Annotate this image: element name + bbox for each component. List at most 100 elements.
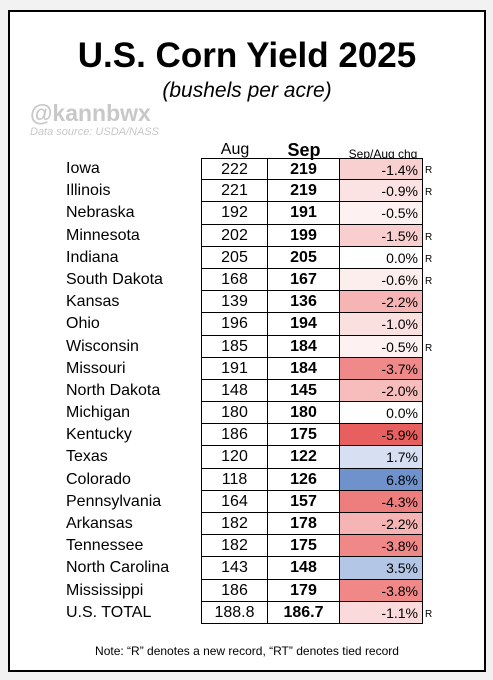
table-row: Indiana 205 205 0.0% R: [66, 246, 466, 269]
table-row: Kentucky 186 175 -5.9%: [66, 424, 466, 447]
sep-yield: 179: [267, 579, 339, 602]
sep-yield: 178: [267, 513, 339, 536]
sep-yield: 157: [267, 490, 339, 513]
sep-yield: 184: [267, 357, 339, 380]
state-name: South Dakota: [66, 270, 163, 288]
table-row: Illinois 221 219 -0.9% R: [66, 180, 466, 203]
state-name: North Dakota: [66, 381, 161, 399]
state-name: North Carolina: [66, 559, 170, 577]
yield-change: 0.0%: [339, 246, 423, 269]
yield-change: -0.6%: [339, 268, 423, 292]
table-row: Mississippi 186 179 -3.8%: [66, 579, 466, 602]
aug-yield: 192: [201, 202, 267, 225]
aug-yield: 202: [201, 224, 267, 247]
state-name: Indiana: [66, 248, 119, 266]
sep-yield: 145: [267, 379, 339, 403]
aug-yield: 118: [201, 468, 267, 491]
aug-yield: 191: [201, 357, 267, 380]
yield-table: Iowa 222 219 -1.4% R Illinois 221 219 -0.9% R Nebr…: [66, 158, 466, 624]
yield-change: -1.1%: [339, 601, 423, 624]
aug-yield: 143: [201, 557, 267, 580]
footnote: Note: “R” denotes a new record, “RT” den…: [95, 644, 399, 658]
aug-yield: 139: [201, 291, 267, 314]
table-row: Colorado 118 126 6.8%: [66, 468, 466, 491]
aug-yield: 168: [201, 268, 267, 292]
yield-change: 1.7%: [339, 446, 423, 469]
state-name: Illinois: [66, 182, 111, 200]
yield-change: -1.0%: [339, 313, 423, 336]
yield-change: -5.9%: [339, 424, 423, 447]
table-row: Iowa 222 219 -1.4% R: [66, 158, 466, 181]
aug-yield: 180: [201, 402, 267, 425]
aug-yield: 221: [201, 180, 267, 203]
aug-yield: 186: [201, 579, 267, 602]
watermark: @kannbwx: [30, 100, 151, 126]
aug-yield: 120: [201, 446, 267, 469]
sep-yield: 199: [267, 224, 339, 247]
yield-change: 3.5%: [339, 557, 423, 580]
yield-change: 0.0%: [339, 402, 423, 425]
table-row: U.S. TOTAL 188.8 186.7 -1.1% R: [66, 601, 466, 624]
sep-yield: 122: [267, 446, 339, 469]
sep-yield: 184: [267, 335, 339, 358]
aug-yield: 205: [201, 246, 267, 269]
state-name: Colorado: [66, 470, 131, 488]
state-name: Kentucky: [66, 426, 132, 444]
state-name: Kansas: [66, 293, 120, 311]
record-flag: R: [425, 165, 433, 176]
sep-yield: 175: [267, 424, 339, 447]
state-name: Missouri: [66, 359, 126, 377]
aug-yield: 182: [201, 513, 267, 536]
table-row: North Carolina 143 148 3.5%: [66, 557, 466, 580]
record-flag: R: [425, 253, 433, 265]
yield-change: -2.2%: [339, 291, 423, 314]
page-title: U.S. Corn Yield 2025: [77, 36, 417, 75]
aug-yield: 196: [201, 313, 267, 336]
sep-yield: 180: [267, 402, 339, 425]
yield-change: -4.3%: [339, 490, 423, 513]
table-row: Wisconsin 185 184 -0.5% R: [66, 335, 466, 358]
data-source: Data source: USDA/NASS: [30, 126, 159, 138]
sep-yield: 219: [267, 180, 339, 203]
yield-change: -2.2%: [339, 513, 423, 536]
state-name: Michigan: [66, 404, 131, 422]
aug-yield: 186: [201, 424, 267, 447]
state-name: U.S. TOTAL: [66, 603, 152, 621]
sep-yield: 167: [267, 268, 339, 292]
table-row: Texas 120 122 1.7%: [66, 446, 466, 469]
table-row: Tennessee 182 175 -3.8%: [66, 535, 466, 558]
state-name: Pennsylvania: [66, 492, 162, 510]
state-name: Nebraska: [66, 204, 135, 222]
sep-yield: 191: [267, 202, 339, 225]
aug-yield: 182: [201, 535, 267, 558]
table-row: Kansas 139 136 -2.2%: [66, 291, 466, 314]
yield-change: -3.7%: [339, 357, 423, 380]
table-row: North Dakota 148 145 -2.0%: [66, 379, 466, 403]
sep-yield: 219: [267, 158, 339, 181]
aug-yield: 185: [201, 335, 267, 358]
state-name: Wisconsin: [66, 337, 139, 355]
yield-change: -2.0%: [339, 379, 423, 403]
sep-yield: 205: [267, 246, 339, 269]
record-flag: R: [425, 231, 433, 243]
state-name: Tennessee: [66, 537, 144, 555]
sep-yield: 194: [267, 313, 339, 336]
aug-yield: 188.8: [201, 601, 267, 624]
yield-change: -1.4%: [339, 158, 423, 181]
column-header-sep: Sep: [287, 140, 321, 160]
table-card: U.S. Corn Yield 2025 (bushels per acre) …: [8, 10, 486, 672]
sep-yield: 175: [267, 535, 339, 558]
state-name: Ohio: [66, 315, 100, 333]
sep-yield: 148: [267, 557, 339, 580]
table-row: Michigan 180 180 0.0%: [66, 402, 466, 425]
record-flag: R: [425, 608, 433, 620]
table-row: Nebraska 192 191 -0.5%: [66, 202, 466, 225]
table-row: Missouri 191 184 -3.7%: [66, 357, 466, 380]
state-name: Mississippi: [66, 581, 144, 599]
record-flag: R: [425, 342, 433, 354]
table-row: South Dakota 168 167 -0.6% R: [66, 268, 466, 292]
yield-change: 6.8%: [339, 468, 423, 491]
table-row: Arkansas 182 178 -2.2%: [66, 513, 466, 536]
state-name: Iowa: [66, 160, 100, 177]
table-row: Minnesota 202 199 -1.5% R: [66, 224, 466, 247]
